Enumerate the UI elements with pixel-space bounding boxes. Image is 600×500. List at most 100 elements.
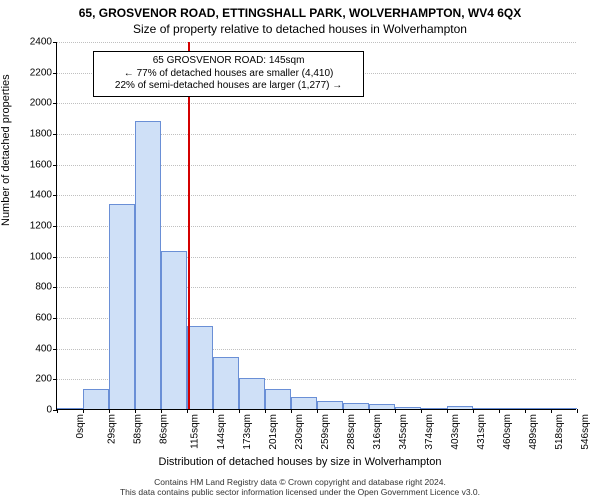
x-tick-label: 489sqm (528, 414, 539, 450)
chart-container: 65, GROSVENOR ROAD, ETTINGSHALL PARK, WO… (0, 0, 600, 500)
y-tick-label: 800 (12, 282, 52, 293)
x-tick-mark (83, 409, 84, 413)
gridline (57, 42, 576, 43)
y-tick-label: 200 (12, 374, 52, 385)
x-tick-label: 431sqm (476, 414, 487, 450)
y-tick-mark (53, 165, 57, 166)
histogram-bar (447, 406, 473, 409)
x-tick-mark (551, 409, 552, 413)
y-tick-label: 2400 (12, 37, 52, 48)
x-tick-label: 0sqm (75, 414, 86, 438)
histogram-bar (551, 408, 577, 409)
x-tick-label: 374sqm (424, 414, 435, 450)
x-tick-label: 201sqm (268, 414, 279, 450)
chart-title: 65, GROSVENOR ROAD, ETTINGSHALL PARK, WO… (0, 0, 600, 20)
y-tick-mark (53, 349, 57, 350)
y-tick-mark (53, 73, 57, 74)
y-tick-mark (53, 42, 57, 43)
x-tick-mark (525, 409, 526, 413)
y-tick-label: 400 (12, 343, 52, 354)
x-tick-mark (447, 409, 448, 413)
y-tick-label: 1800 (12, 129, 52, 140)
x-tick-mark (343, 409, 344, 413)
histogram-bar (421, 408, 447, 409)
x-tick-label: 58sqm (133, 414, 144, 444)
histogram-bar (57, 408, 83, 409)
histogram-bar (395, 407, 421, 409)
y-tick-mark (53, 257, 57, 258)
x-tick-mark (473, 409, 474, 413)
x-tick-mark (239, 409, 240, 413)
annotation-line: 65 GROSVENOR ROAD: 145sqm (100, 55, 356, 68)
reference-line (188, 42, 190, 409)
y-tick-mark (53, 379, 57, 380)
y-tick-label: 2000 (12, 98, 52, 109)
x-tick-mark (109, 409, 110, 413)
x-tick-mark (317, 409, 318, 413)
histogram-bar (213, 357, 239, 409)
x-tick-label: 316sqm (372, 414, 383, 450)
gridline (57, 103, 576, 104)
histogram-bar (499, 408, 525, 409)
x-tick-mark (161, 409, 162, 413)
histogram-bar (265, 389, 291, 409)
x-tick-label: 288sqm (346, 414, 357, 450)
x-tick-label: 144sqm (216, 414, 227, 450)
footer-attribution: Contains HM Land Registry data © Crown c… (0, 478, 600, 498)
chart-subtitle: Size of property relative to detached ho… (0, 20, 600, 40)
plot-area: 65 GROSVENOR ROAD: 145sqm← 77% of detach… (56, 42, 576, 410)
footer-line: This data contains public sector informa… (0, 488, 600, 498)
x-tick-mark (265, 409, 266, 413)
histogram-bar (343, 403, 369, 409)
histogram-bar (525, 408, 551, 409)
x-tick-mark (499, 409, 500, 413)
annotation-line: ← 77% of detached houses are smaller (4,… (100, 68, 356, 81)
y-tick-mark (53, 103, 57, 104)
y-tick-label: 1200 (12, 221, 52, 232)
y-axis-label: Number of detached properties (0, 74, 12, 226)
x-tick-mark (291, 409, 292, 413)
y-tick-label: 1600 (12, 159, 52, 170)
x-tick-label: 546sqm (580, 414, 591, 450)
x-tick-label: 403sqm (450, 414, 461, 450)
y-tick-label: 0 (12, 405, 52, 416)
x-tick-mark (57, 409, 58, 413)
histogram-bar (83, 389, 109, 409)
histogram-bar (369, 404, 395, 409)
y-tick-mark (53, 195, 57, 196)
x-tick-mark (135, 409, 136, 413)
y-tick-mark (53, 134, 57, 135)
x-tick-label: 115sqm (189, 414, 200, 449)
histogram-bar (109, 204, 135, 409)
y-tick-mark (53, 226, 57, 227)
x-tick-mark (187, 409, 188, 413)
y-tick-mark (53, 287, 57, 288)
x-axis-label: Distribution of detached houses by size … (0, 456, 600, 468)
x-tick-mark (395, 409, 396, 413)
x-tick-label: 173sqm (242, 414, 253, 450)
histogram-bar (317, 401, 343, 409)
x-tick-label: 86sqm (159, 414, 170, 444)
x-tick-label: 29sqm (107, 414, 118, 444)
histogram-bar (291, 397, 317, 409)
y-tick-label: 1400 (12, 190, 52, 201)
x-tick-label: 518sqm (554, 414, 565, 450)
histogram-bar (473, 408, 499, 409)
histogram-bar (161, 251, 187, 409)
annotation-box: 65 GROSVENOR ROAD: 145sqm← 77% of detach… (93, 51, 363, 97)
x-tick-mark (577, 409, 578, 413)
x-tick-label: 230sqm (294, 414, 305, 450)
x-tick-label: 460sqm (502, 414, 513, 450)
y-tick-mark (53, 318, 57, 319)
y-tick-label: 600 (12, 313, 52, 324)
histogram-bar (187, 326, 213, 409)
annotation-line: 22% of semi-detached houses are larger (… (100, 80, 356, 93)
y-tick-label: 1000 (12, 251, 52, 262)
x-tick-mark (421, 409, 422, 413)
histogram-bar (239, 378, 265, 409)
x-tick-label: 259sqm (320, 414, 331, 450)
x-tick-label: 345sqm (398, 414, 409, 450)
y-tick-label: 2200 (12, 67, 52, 78)
histogram-bar (135, 121, 161, 409)
x-tick-mark (369, 409, 370, 413)
